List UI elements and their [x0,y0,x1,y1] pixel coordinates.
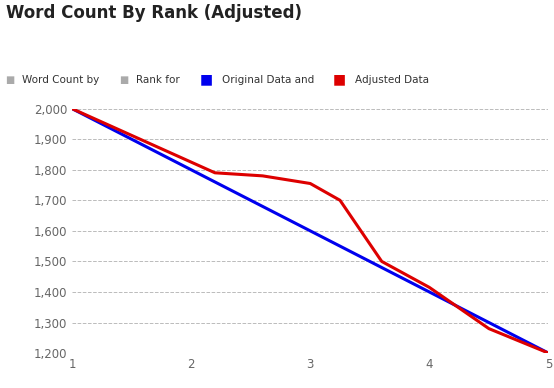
Text: ■: ■ [119,74,129,85]
Text: ■: ■ [6,74,15,85]
Text: Original Data and: Original Data and [222,74,314,85]
Text: ■: ■ [332,73,346,87]
Text: Word Count by: Word Count by [22,74,99,85]
Text: ■: ■ [199,73,213,87]
Text: Rank for: Rank for [136,74,179,85]
Text: Word Count By Rank (Adjusted): Word Count By Rank (Adjusted) [6,4,301,22]
Text: Adjusted Data: Adjusted Data [355,74,429,85]
